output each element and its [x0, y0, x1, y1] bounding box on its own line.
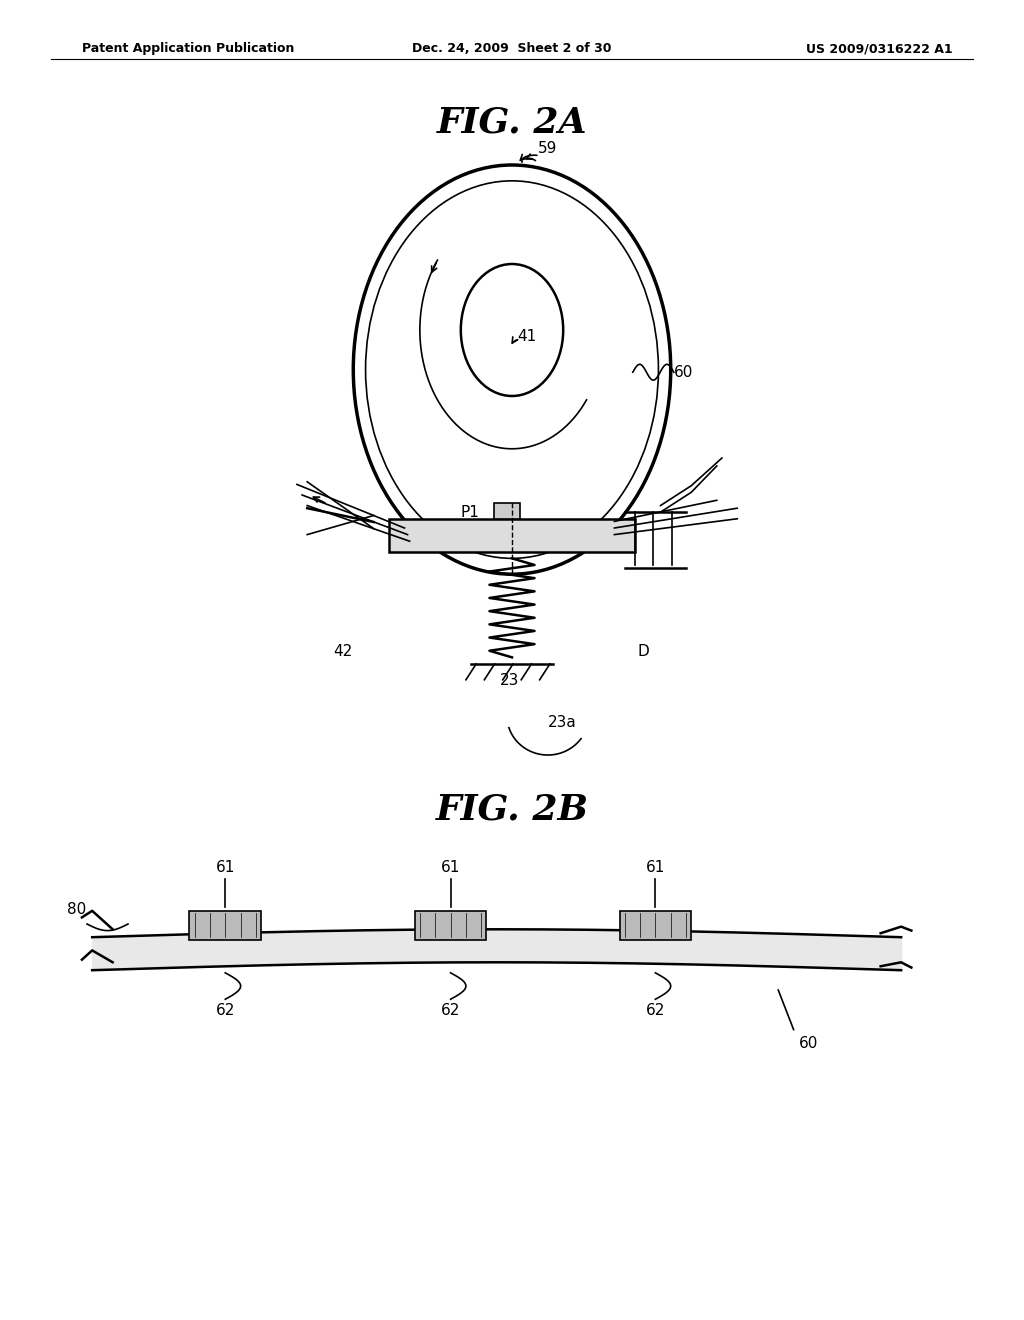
- Text: US 2009/0316222 A1: US 2009/0316222 A1: [806, 42, 952, 55]
- Text: 59: 59: [539, 141, 557, 156]
- Bar: [415, 911, 486, 940]
- Text: 23: 23: [501, 673, 519, 688]
- Text: 60: 60: [799, 1036, 818, 1051]
- Text: 62: 62: [441, 1003, 460, 1018]
- Text: D: D: [637, 644, 649, 659]
- Text: 61: 61: [216, 861, 234, 875]
- Text: 42: 42: [334, 644, 352, 659]
- Bar: [494, 503, 519, 519]
- Text: 62: 62: [646, 1003, 665, 1018]
- Text: Patent Application Publication: Patent Application Publication: [82, 42, 294, 55]
- Text: 23a: 23a: [548, 715, 577, 730]
- Bar: [620, 911, 691, 940]
- Text: 41: 41: [517, 329, 537, 345]
- Text: Dec. 24, 2009  Sheet 2 of 30: Dec. 24, 2009 Sheet 2 of 30: [413, 42, 611, 55]
- Text: 62: 62: [216, 1003, 234, 1018]
- Text: 80: 80: [68, 903, 86, 917]
- Text: 61: 61: [441, 861, 460, 875]
- Text: 61: 61: [646, 861, 665, 875]
- Text: FIG. 2A: FIG. 2A: [437, 106, 587, 140]
- Bar: [389, 519, 635, 552]
- Bar: [189, 911, 261, 940]
- Text: 60: 60: [674, 364, 693, 380]
- Text: FIG. 2B: FIG. 2B: [435, 792, 589, 826]
- Text: P1: P1: [461, 504, 479, 520]
